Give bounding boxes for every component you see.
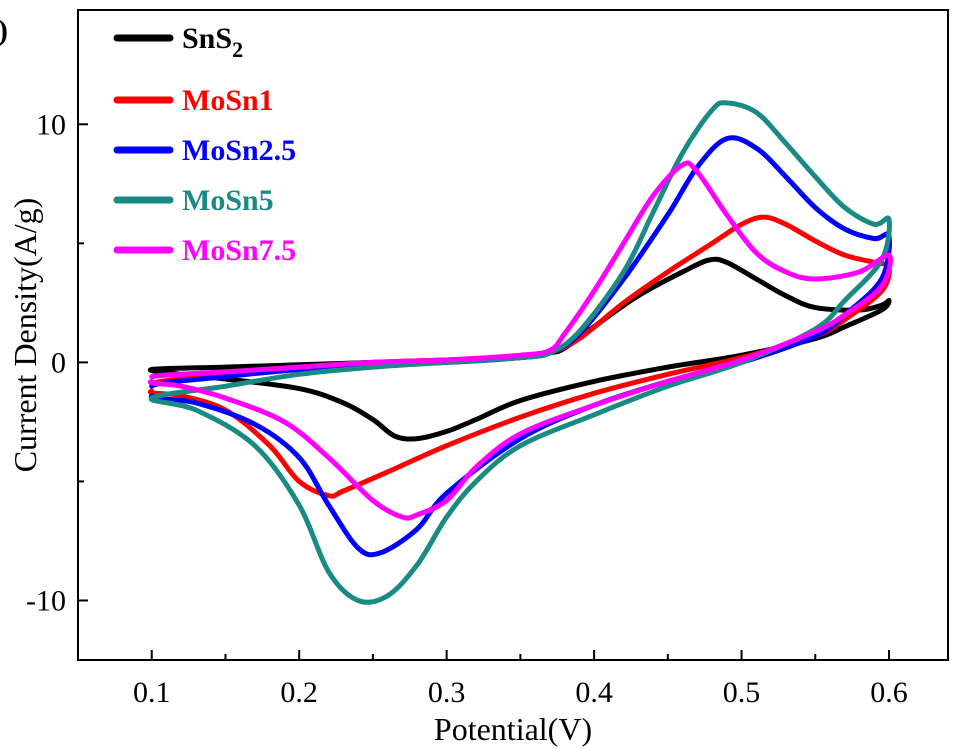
y-axis-ticks: 10 0 -10 xyxy=(26,108,88,617)
x-tick-label: 0.3 xyxy=(428,676,466,709)
x-axis-title: Potential(V) xyxy=(434,711,592,747)
legend-label: MoSn2.5 xyxy=(182,134,296,167)
series-layer xyxy=(147,100,893,605)
legend: SnS2 MoSn1 MoSn2.5 MoSn5 MoSn7.5 xyxy=(113,22,296,267)
y-tick-label: 10 xyxy=(36,108,66,141)
x-tick-label: 0.5 xyxy=(723,676,761,709)
x-tick-label: 0.1 xyxy=(133,676,171,709)
x-tick-label: 0.2 xyxy=(280,676,318,709)
y-tick-label: -10 xyxy=(26,584,66,617)
plot-frame xyxy=(77,9,949,661)
legend-label: MoSn1 xyxy=(182,84,274,117)
series-line-mosn7-5 xyxy=(147,160,893,521)
series-line-mosn5 xyxy=(148,100,892,605)
legend-label: SnS2 xyxy=(182,22,243,62)
x-tick-label: 0.6 xyxy=(870,676,908,709)
legend-label: MoSn7.5 xyxy=(182,234,296,267)
y-axis-title: Current Density(A/g) xyxy=(7,198,43,473)
panel-label: ) xyxy=(0,14,8,47)
x-tick-label: 0.4 xyxy=(575,676,613,709)
y-tick-label: 0 xyxy=(51,346,66,379)
x-axis-ticks: 0.1 0.2 0.3 0.4 0.5 0.6 xyxy=(133,650,908,709)
legend-label: MoSn5 xyxy=(182,184,274,217)
